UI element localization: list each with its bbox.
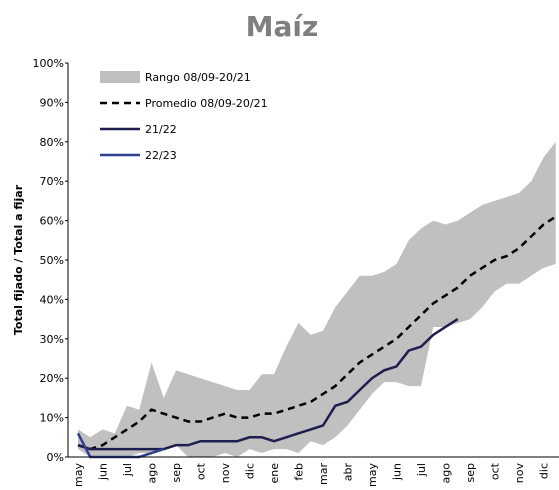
legend-label: Rango 08/09-20/21 bbox=[145, 71, 251, 84]
y-tick-label: 80% bbox=[40, 136, 64, 149]
x-tick-label: sep bbox=[170, 463, 183, 482]
chart-title: Maíz bbox=[246, 10, 319, 43]
x-tick-label: mar bbox=[317, 463, 330, 485]
legend-swatch bbox=[100, 71, 140, 83]
x-tick-label: jul bbox=[121, 463, 134, 477]
x-tick-label: nov bbox=[513, 463, 526, 484]
y-tick-label: 60% bbox=[40, 215, 64, 228]
x-tick-label: jul bbox=[415, 463, 428, 477]
x-tick-label: oct bbox=[195, 462, 208, 480]
y-tick-label: 0% bbox=[47, 451, 64, 464]
x-tick-label: jun bbox=[391, 463, 404, 481]
y-tick-label: 70% bbox=[40, 175, 64, 188]
y-tick-label: 10% bbox=[40, 412, 64, 425]
y-tick-label: 30% bbox=[40, 333, 64, 346]
x-tick-label: ago bbox=[440, 463, 453, 484]
range-band bbox=[78, 141, 556, 458]
y-tick-label: 40% bbox=[40, 293, 64, 306]
y-tick-label: 50% bbox=[40, 254, 64, 267]
x-tick-label: sep bbox=[464, 463, 477, 482]
x-tick-label: nov bbox=[219, 463, 232, 484]
y-tick-label: 20% bbox=[40, 372, 64, 385]
legend-label: 22/23 bbox=[145, 149, 177, 162]
x-tick-label: feb bbox=[293, 463, 306, 481]
x-tick-label: abr bbox=[342, 463, 355, 482]
x-tick-label: may bbox=[72, 463, 85, 487]
x-tick-label: ago bbox=[146, 463, 159, 484]
y-tick-label: 90% bbox=[40, 96, 64, 109]
legend-label: 21/22 bbox=[145, 123, 177, 136]
x-tick-label: oct bbox=[489, 462, 502, 480]
y-axis-label: Total fijado / Total a fijar bbox=[12, 184, 25, 335]
x-tick-label: jun bbox=[97, 463, 110, 481]
y-tick-label: 100% bbox=[33, 57, 64, 70]
x-tick-label: dic bbox=[244, 463, 257, 479]
x-tick-label: may bbox=[366, 463, 379, 487]
x-tick-label: dic bbox=[538, 463, 551, 479]
series-line bbox=[77, 318, 459, 451]
x-tick-label: ene bbox=[268, 463, 281, 484]
legend-label: Promedio 08/09-20/21 bbox=[145, 97, 268, 110]
